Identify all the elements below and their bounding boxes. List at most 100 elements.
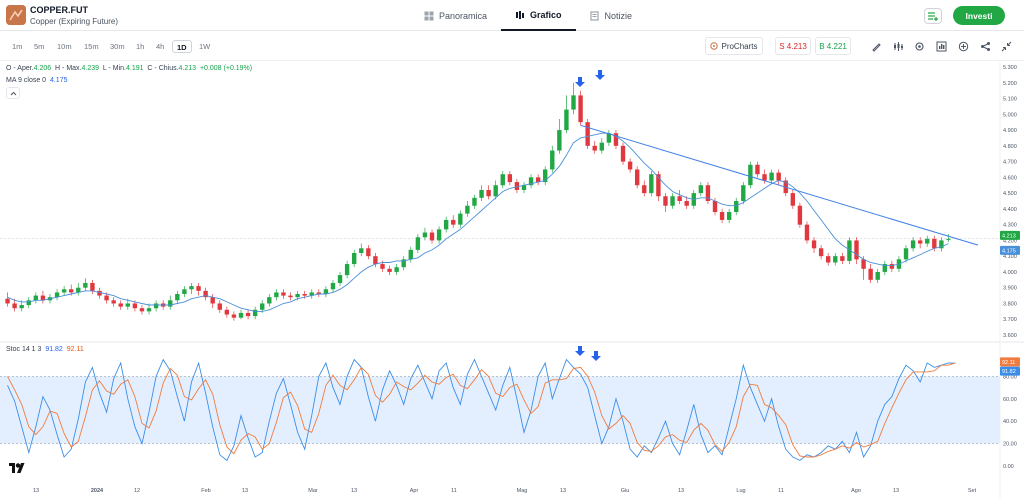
candle-up: [925, 238, 930, 244]
candle-up: [939, 240, 944, 249]
candle-down: [861, 259, 866, 269]
tab-news[interactable]: Notizie: [576, 0, 647, 31]
timeframe-1m[interactable]: 1m: [12, 42, 23, 51]
ohlc-legend: O - Aper.4.206 H - Max.4.239 L - Min.4.1…: [6, 65, 252, 72]
timeframe-30m[interactable]: 30m: [110, 42, 125, 51]
candle-down: [684, 201, 689, 206]
candle-down: [804, 224, 810, 241]
watchlist-add-icon: [928, 11, 938, 21]
candle-down: [719, 212, 725, 220]
candle-down: [762, 174, 767, 181]
candle-down: [840, 256, 845, 261]
candle-up: [479, 189, 484, 198]
candle-down: [797, 205, 803, 225]
draw-tool-icon[interactable]: [871, 41, 882, 52]
main-tabs: Panoramica Grafico Notizie: [410, 0, 646, 31]
time-tick-label: Set: [968, 488, 977, 494]
candle-down: [203, 290, 208, 298]
time-tick-label: Mag: [517, 488, 528, 494]
candle-up: [76, 287, 81, 293]
candle-up: [394, 267, 399, 272]
candle-down: [380, 264, 385, 269]
indicators-icon[interactable]: [936, 41, 947, 52]
candle-up: [175, 294, 180, 301]
price-tick-label: 5.300: [1003, 65, 1017, 71]
arrow-down-icon: [591, 351, 601, 361]
add-icon[interactable]: [958, 41, 969, 52]
watchlist-button[interactable]: [924, 8, 942, 24]
arrow-head: [591, 356, 601, 361]
candle-down: [224, 309, 230, 315]
candle-up: [337, 275, 343, 283]
timeframe-15m[interactable]: 15m: [84, 42, 99, 51]
candle-down: [811, 240, 817, 249]
high-label: H - Max.: [55, 65, 82, 72]
low-value: 4.191: [126, 65, 144, 72]
trendline: [580, 124, 979, 246]
sell-price-button[interactable]: S 4.213: [775, 37, 811, 55]
tab-chart[interactable]: Grafico: [501, 0, 576, 31]
tab-chart-label: Grafico: [530, 9, 562, 20]
timeframe-10m[interactable]: 10m: [57, 42, 72, 51]
time-tick-label: Giu: [621, 488, 630, 494]
candle-down: [712, 201, 718, 213]
settings-icon[interactable]: [914, 41, 925, 52]
candle-up: [422, 232, 428, 238]
candle-up: [436, 229, 442, 241]
candle-up: [521, 185, 527, 190]
buy-price-button[interactable]: B 4.221: [815, 37, 851, 55]
stoch-label: Stoc 14 1 3: [6, 346, 42, 353]
timeframe-1h[interactable]: 1h: [136, 42, 145, 51]
overview-icon: [424, 11, 434, 20]
time-tick-label: 11: [451, 488, 457, 494]
timeframe-4h[interactable]: 4h: [156, 42, 165, 51]
time-tick-label: 2024: [91, 488, 104, 494]
close-value: 4.213: [178, 65, 197, 72]
price-tick-label: 4.600: [1003, 175, 1017, 181]
candle-up: [670, 196, 675, 206]
stoch-tick-label: 20.00: [1003, 442, 1017, 448]
time-tick-label: 13: [893, 488, 899, 494]
time-tick-label: 13: [242, 488, 248, 494]
time-tick-label: 13: [33, 488, 39, 494]
invest-button[interactable]: Investi: [953, 6, 1005, 25]
price-tick-label: 5.000: [1003, 112, 1017, 118]
candle-down: [620, 145, 626, 162]
timeframe-5m[interactable]: 5m: [34, 42, 45, 51]
timeframe-1w[interactable]: 1W: [199, 42, 211, 51]
time-tick-label: 13: [351, 488, 357, 494]
time-tick-label: Ago: [851, 488, 861, 494]
candle-up: [698, 185, 704, 194]
procharts-button[interactable]: ProCharts: [705, 37, 763, 55]
candle-up: [238, 312, 244, 318]
candle-up: [734, 201, 739, 213]
tab-overview[interactable]: Panoramica: [410, 0, 501, 31]
candle-down: [642, 185, 647, 194]
price-tick-label: 4.700: [1003, 160, 1017, 166]
collapse-icon[interactable]: [1001, 41, 1012, 52]
chart-type-icon[interactable]: [893, 41, 904, 52]
app-header: COPPER.FUT Copper (Expiring Future) Pano…: [0, 0, 1024, 31]
candle-up: [125, 303, 130, 307]
chevron-up-icon: [10, 91, 16, 95]
timeframe-1d[interactable]: 1D: [172, 40, 192, 53]
candle-down: [139, 308, 145, 312]
price-tick-label: 4.000: [1003, 270, 1017, 276]
price-tick-label: 4.900: [1003, 128, 1017, 134]
instrument-logo: [6, 5, 26, 25]
candle-down: [514, 182, 520, 190]
candle-up: [493, 185, 498, 197]
stoch-d-line: [7, 362, 956, 458]
stoch-tick-label: 40.00: [1003, 419, 1017, 425]
arrow-down-icon: [595, 70, 605, 80]
low-label: L - Min.: [102, 65, 126, 72]
candle-up: [182, 289, 187, 295]
candle-up: [833, 256, 838, 263]
collapse-legend-button[interactable]: [6, 87, 20, 99]
price-tick-label: 3.800: [1003, 301, 1017, 307]
share-icon[interactable]: [980, 41, 991, 52]
candle-up: [500, 174, 505, 186]
candle-up: [168, 300, 173, 307]
candle-down: [429, 232, 435, 241]
